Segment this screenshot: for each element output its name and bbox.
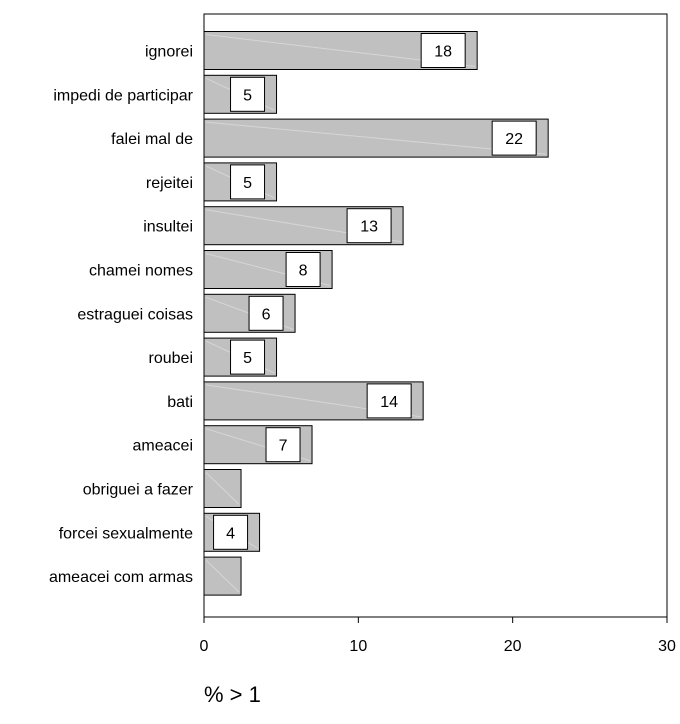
data-label-box bbox=[285, 252, 321, 287]
bar bbox=[203, 118, 549, 158]
data-label-box bbox=[230, 76, 266, 112]
x-tick-label: 10 bbox=[349, 638, 367, 655]
x-axis-ticks-layer: 0 10 20 30 bbox=[200, 617, 676, 655]
data-label: 7 bbox=[279, 438, 288, 455]
x-tick-label: 20 bbox=[504, 638, 522, 655]
data-label-box bbox=[346, 208, 392, 244]
category-labels-layer: ignorei impedi de participar falei mal de r… bbox=[49, 44, 194, 587]
x-tick-label: 0 bbox=[200, 638, 209, 655]
data-label: 14 bbox=[380, 394, 398, 411]
data-label: 22 bbox=[505, 131, 523, 148]
data-label: 5 bbox=[243, 87, 252, 104]
data-label-box bbox=[230, 339, 266, 375]
bar-sheen bbox=[205, 472, 240, 505]
data-label: 5 bbox=[243, 175, 252, 192]
category-label: falei mal de bbox=[111, 131, 193, 148]
data-label: 8 bbox=[299, 263, 308, 280]
data-label-box bbox=[366, 383, 412, 419]
bar-sheen bbox=[205, 121, 547, 155]
data-label: 13 bbox=[360, 219, 378, 236]
x-axis-title: % > 1 bbox=[204, 682, 261, 707]
data-label: 6 bbox=[262, 306, 271, 323]
category-label: impedi de participar bbox=[53, 87, 193, 104]
data-label-box bbox=[248, 295, 284, 331]
category-label: chamei nomes bbox=[89, 263, 193, 280]
category-label: rejeitei bbox=[146, 175, 193, 192]
category-label: ignorei bbox=[145, 44, 193, 61]
bars-layer: 18 5 22 5 13 8 6 5 14 7 4 bbox=[203, 31, 549, 596]
category-label: roubei bbox=[149, 350, 193, 367]
data-label-box bbox=[420, 33, 466, 68]
category-label: ameacei com armas bbox=[49, 569, 193, 586]
x-tick-label: 30 bbox=[658, 638, 676, 655]
data-label-box bbox=[265, 427, 301, 463]
data-label-box bbox=[213, 514, 249, 550]
data-label: 5 bbox=[243, 350, 252, 367]
data-label: 18 bbox=[434, 44, 452, 61]
category-label: forcei sexualmente bbox=[59, 525, 193, 542]
category-label: obriguei a fazer bbox=[83, 482, 194, 499]
category-label: bati bbox=[167, 394, 193, 411]
category-label: ameacei bbox=[133, 438, 193, 455]
category-label: insultei bbox=[143, 219, 193, 236]
data-label-box bbox=[491, 120, 537, 156]
bar-sheen bbox=[205, 559, 240, 593]
data-label-box bbox=[230, 164, 266, 200]
data-label: 4 bbox=[226, 525, 235, 542]
category-label: estraguei coisas bbox=[77, 306, 193, 323]
